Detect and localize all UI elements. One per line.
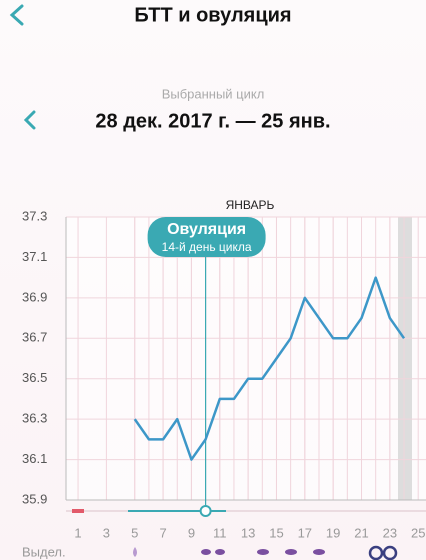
period-marker [72, 509, 84, 513]
x-tick-label: 7 [159, 525, 166, 540]
plot-area [66, 217, 426, 500]
y-tick-label: 36.7 [22, 330, 47, 345]
x-tick-label: 21 [354, 525, 368, 540]
x-tick-label: 11 [213, 525, 227, 540]
y-tick-label: 36.3 [22, 411, 47, 426]
ovulation-title: Овуляция [167, 221, 246, 238]
x-tick-label: 5 [131, 525, 138, 540]
ovulation-badge [147, 217, 266, 257]
x-tick-label: 15 [269, 525, 283, 540]
x-tick-label: 17 [298, 525, 312, 540]
prev-cycle-button[interactable] [23, 110, 36, 130]
x-tick-label: 23 [383, 525, 397, 540]
x-tick-label: 1 [74, 525, 81, 540]
discharge-label: Выдел. [22, 544, 66, 559]
back-button[interactable] [9, 4, 24, 26]
page-title: БТТ и овуляция [134, 4, 291, 26]
x-tick-label: 19 [326, 525, 340, 540]
y-tick-label: 36.9 [22, 289, 47, 304]
y-tick-label: 36.1 [22, 451, 47, 466]
y-tick-label: 35.9 [22, 491, 47, 506]
x-tick-label: 3 [103, 525, 110, 540]
cycle-label: Выбранный цикл [162, 86, 265, 101]
ovulation-handle [199, 505, 212, 517]
y-tick-label: 37.1 [22, 249, 47, 264]
temperature-line [133, 276, 406, 461]
x-tick-label: 13 [241, 525, 255, 540]
discharge-icons [133, 545, 398, 560]
y-tick-label: 37.3 [22, 208, 47, 223]
x-tick-label: 9 [188, 525, 195, 540]
month-label: ЯНВАРЬ [226, 198, 275, 212]
today-band [398, 217, 412, 500]
cycle-range: 28 дек. 2017 г. — 25 янв. [95, 110, 330, 132]
x-tick-label: 25 [411, 525, 425, 540]
ovulation-subtitle: 14-й день цикла [162, 240, 252, 254]
y-tick-label: 36.5 [22, 370, 47, 385]
